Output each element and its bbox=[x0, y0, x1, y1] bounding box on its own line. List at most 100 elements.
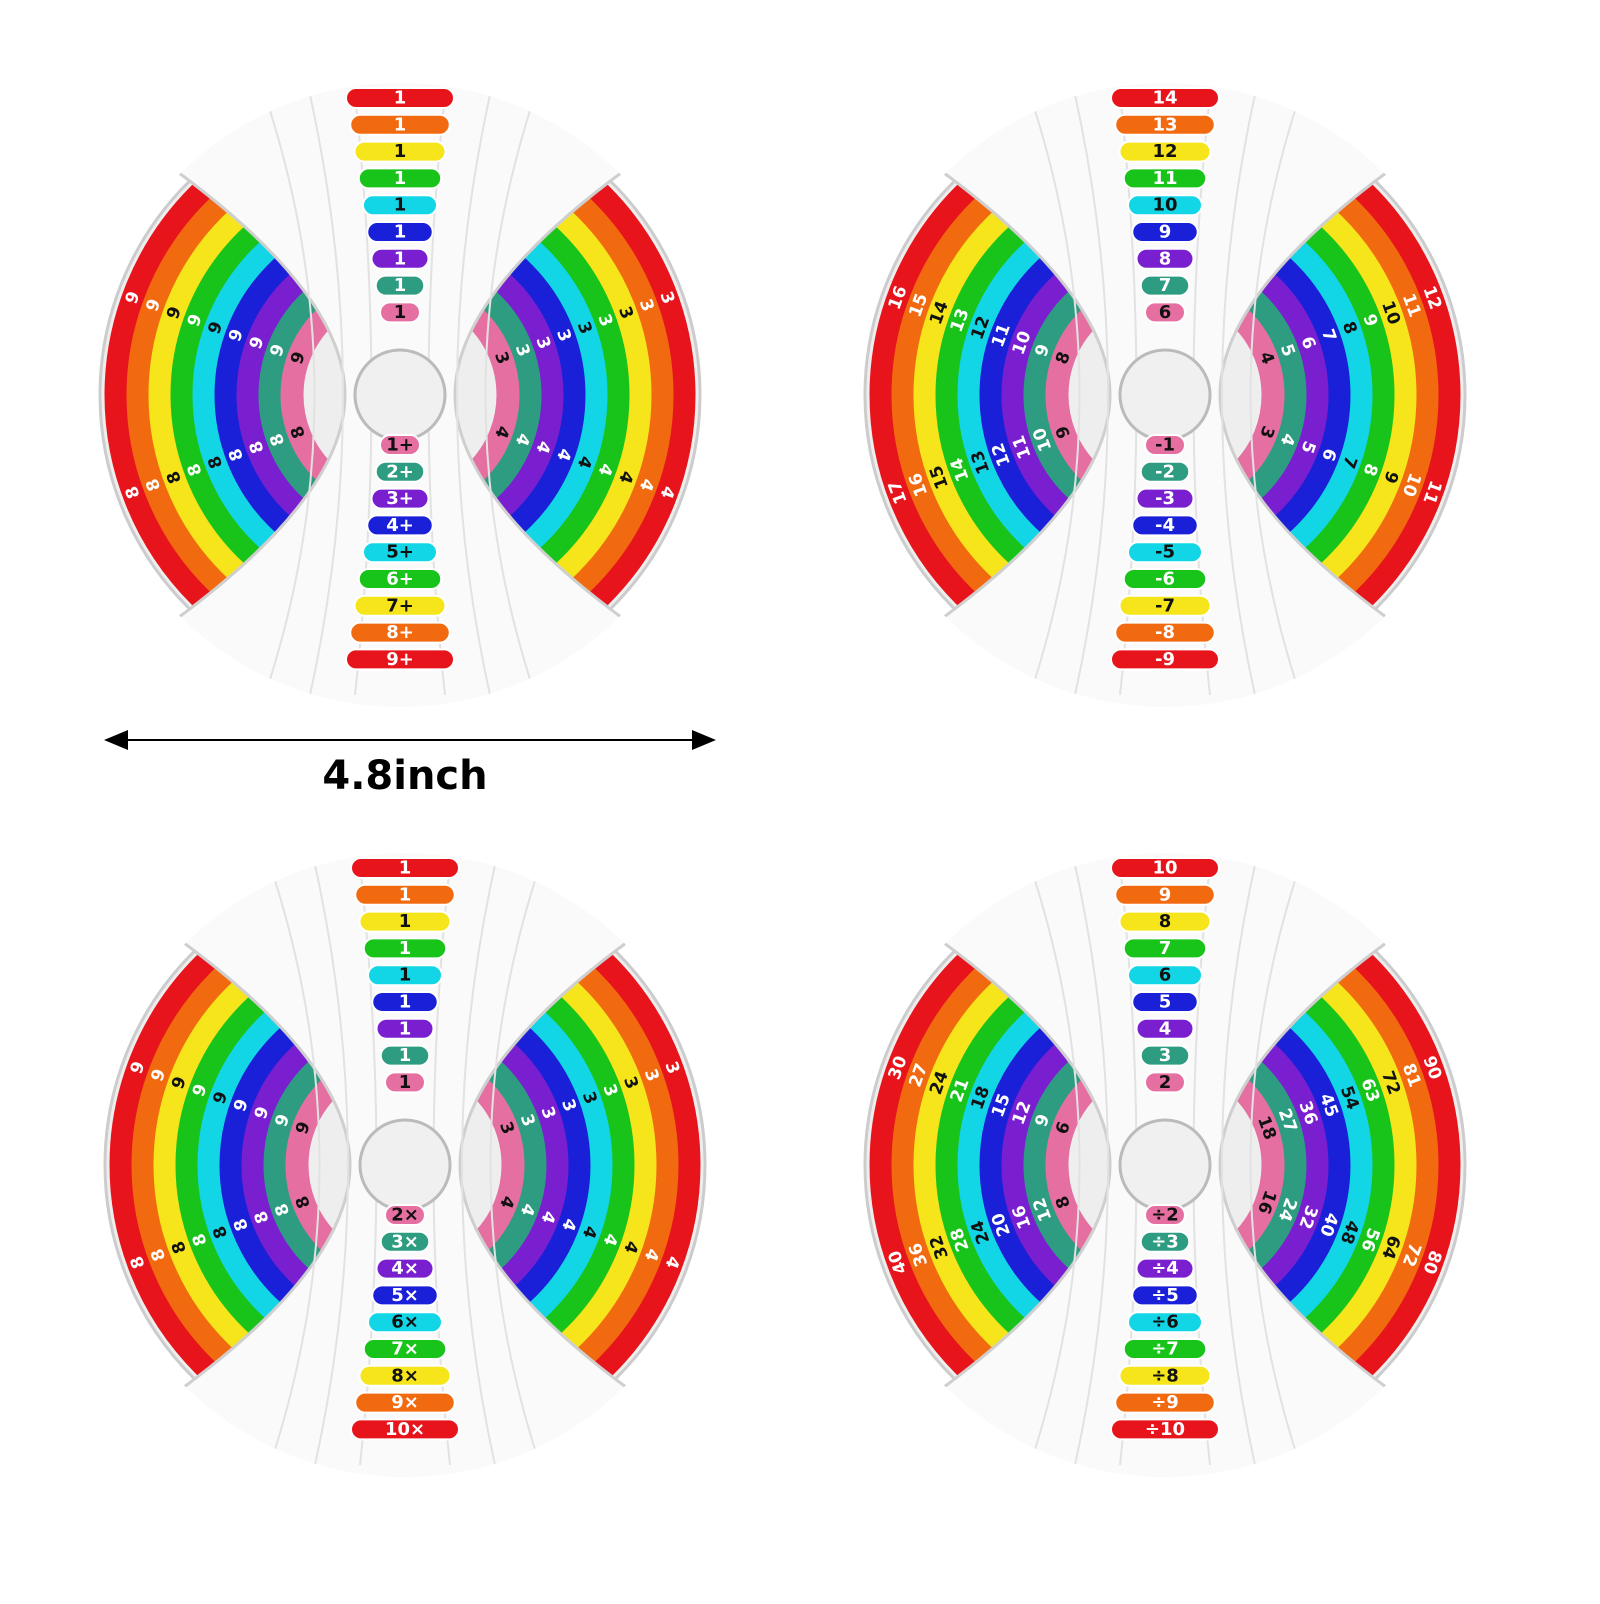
tile bbox=[1144, 434, 1186, 456]
tile-label: 1 bbox=[394, 222, 407, 243]
tile-label: 7 bbox=[1159, 275, 1172, 296]
tile bbox=[384, 1204, 426, 1226]
tile bbox=[1110, 857, 1220, 879]
tile-label: ÷10 bbox=[1145, 1419, 1185, 1440]
tile-label: 1 bbox=[399, 992, 412, 1013]
tile bbox=[1144, 301, 1186, 324]
center-button bbox=[358, 1118, 452, 1212]
wheel: 3027242118151296403632282420161289081726… bbox=[853, 853, 1477, 1477]
tile-label: 1 bbox=[394, 88, 407, 109]
tile-label: ÷5 bbox=[1151, 1285, 1179, 1306]
tile-label: 10 bbox=[1152, 858, 1177, 879]
tile bbox=[1139, 1230, 1191, 1253]
cover-groove bbox=[489, 864, 541, 1466]
tile-label: -4 bbox=[1155, 515, 1175, 536]
tile bbox=[1131, 991, 1199, 1013]
tile-label: -3 bbox=[1155, 488, 1175, 509]
tile bbox=[379, 1044, 431, 1067]
wheel: 9999999998888888883333333334444444441111… bbox=[88, 83, 712, 707]
tile bbox=[1144, 1204, 1186, 1226]
tile-label: 1 bbox=[394, 168, 407, 189]
tile bbox=[1127, 194, 1203, 217]
tile bbox=[362, 1338, 448, 1360]
tile bbox=[1114, 113, 1216, 136]
tile bbox=[1118, 910, 1212, 933]
center-button bbox=[1118, 348, 1212, 442]
tile-label: 1 bbox=[394, 248, 407, 269]
tile-label: 5 bbox=[1159, 992, 1172, 1013]
tile-label: 5+ bbox=[386, 542, 414, 563]
tile-label: -6 bbox=[1155, 569, 1175, 590]
tile-label: 13 bbox=[1152, 114, 1177, 135]
cover-groove bbox=[461, 864, 496, 1466]
tile bbox=[379, 301, 421, 324]
tile bbox=[358, 1364, 452, 1387]
tile bbox=[1118, 594, 1212, 617]
tile-label: -5 bbox=[1155, 542, 1175, 563]
center-button bbox=[353, 348, 447, 442]
tile bbox=[350, 1418, 460, 1441]
tile-label: 6× bbox=[391, 1312, 419, 1333]
tile bbox=[349, 113, 451, 136]
tile-label: 4 bbox=[1159, 1018, 1172, 1039]
tile bbox=[1127, 964, 1203, 987]
tile bbox=[1127, 1311, 1203, 1334]
tile-label: 1 bbox=[399, 1045, 412, 1066]
tile-label: 1 bbox=[399, 858, 412, 879]
tile bbox=[1131, 221, 1199, 243]
size-caption: 4.8inch bbox=[322, 753, 487, 799]
tile-label: -9 bbox=[1155, 649, 1175, 670]
tile-label: 1 bbox=[399, 965, 412, 986]
tile-label: 10 bbox=[1152, 195, 1177, 216]
tile-label: 4× bbox=[391, 1258, 419, 1279]
tile bbox=[1114, 1391, 1216, 1414]
tile bbox=[375, 1017, 435, 1040]
cover-groove bbox=[484, 94, 536, 696]
tile-label: ÷2 bbox=[1151, 1205, 1179, 1226]
wheel: 9999999998888888883333333334444444441111… bbox=[93, 853, 717, 1477]
tile-label: ÷4 bbox=[1151, 1258, 1179, 1279]
tile bbox=[374, 274, 426, 297]
tile bbox=[374, 460, 426, 483]
tile-label: 3× bbox=[391, 1231, 419, 1252]
tile-label: 1 bbox=[399, 884, 412, 905]
tile bbox=[1114, 883, 1216, 906]
tile bbox=[371, 1284, 439, 1307]
tile-label: 7× bbox=[391, 1339, 419, 1360]
tile bbox=[1122, 1338, 1208, 1360]
tile bbox=[384, 1071, 426, 1094]
tile-label: 3 bbox=[1159, 1045, 1172, 1066]
cover-groove bbox=[264, 94, 316, 696]
cover-groove bbox=[1221, 94, 1256, 696]
cover-groove bbox=[1249, 864, 1301, 1466]
tile-label: 2× bbox=[391, 1205, 419, 1226]
tile bbox=[362, 937, 448, 960]
tile bbox=[358, 910, 452, 933]
tile bbox=[1135, 1017, 1195, 1040]
cover-groove bbox=[1074, 94, 1109, 696]
tile-label: 9 bbox=[1159, 222, 1172, 243]
tile-label: -1 bbox=[1155, 435, 1175, 456]
cover-groove bbox=[1249, 94, 1301, 696]
tile-label: 9× bbox=[391, 1392, 419, 1413]
tile bbox=[353, 140, 447, 163]
tile-label: 10× bbox=[385, 1419, 425, 1440]
tile bbox=[1122, 167, 1208, 190]
tile-label: 1 bbox=[399, 1018, 412, 1039]
tile bbox=[1127, 541, 1203, 564]
tile-label: 8× bbox=[391, 1365, 419, 1386]
tile bbox=[1135, 487, 1195, 510]
tile-label: 1 bbox=[399, 1072, 412, 1093]
tile-label: 6 bbox=[1159, 302, 1172, 323]
center-button bbox=[1118, 1118, 1212, 1212]
tile-label: ÷7 bbox=[1151, 1339, 1179, 1360]
tile bbox=[1110, 1418, 1220, 1441]
tile-label: 2 bbox=[1159, 1072, 1172, 1093]
cover-groove bbox=[456, 94, 491, 696]
tile bbox=[379, 1230, 431, 1253]
wheel: 1615141312111098171615141312111091211109… bbox=[853, 83, 1477, 707]
tile-label: 1 bbox=[394, 275, 407, 296]
tile bbox=[1131, 1284, 1199, 1307]
tile bbox=[1139, 1044, 1191, 1067]
tile-label: 1 bbox=[394, 195, 407, 216]
